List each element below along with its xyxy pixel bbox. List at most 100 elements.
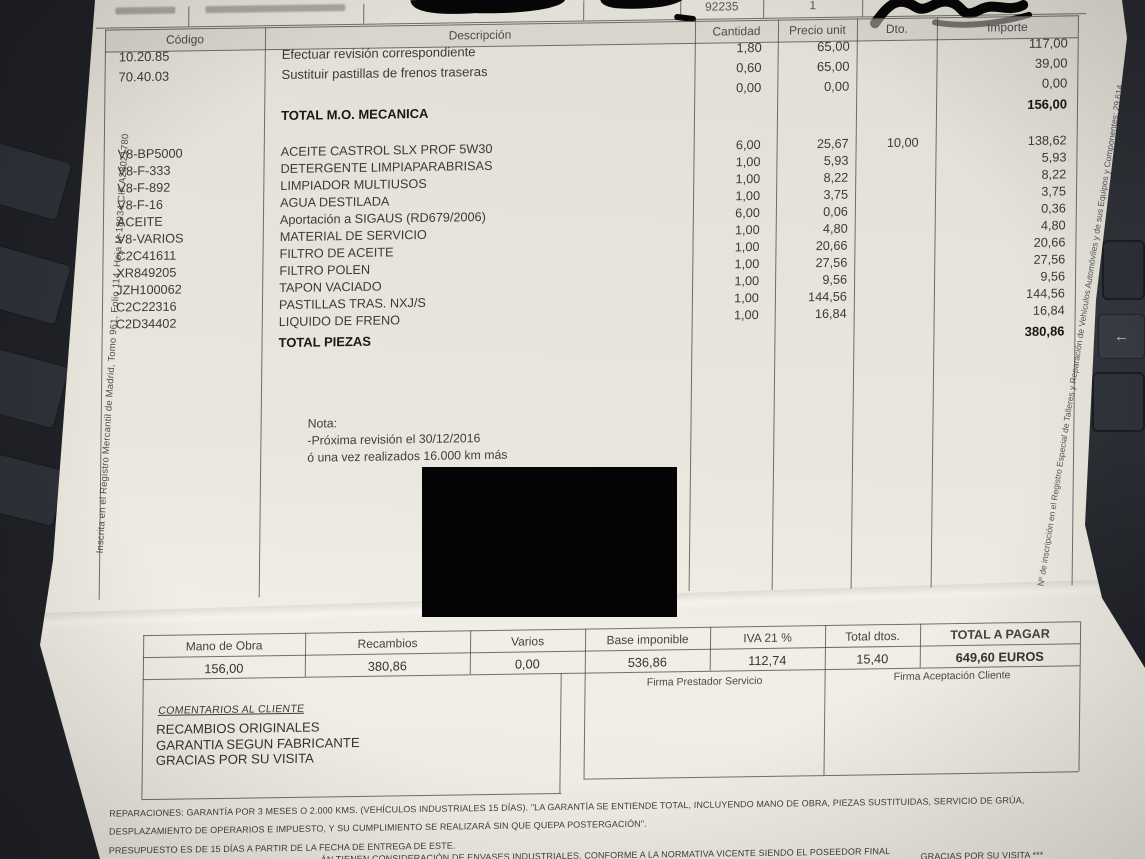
- summary-header-varios: Varios: [510, 634, 545, 649]
- fine-print-line: GRACIAS POR SU VISITA ***: [920, 849, 1044, 859]
- keyboard-key: [0, 139, 74, 223]
- summary-header-mano-de-obra: Mano de Obra: [185, 638, 263, 654]
- cell-importe: 138,62: [1027, 133, 1067, 148]
- col-header-cantidad: Cantidad: [712, 23, 761, 39]
- comments-title: COMENTARIOS AL CLIENTE: [157, 702, 306, 717]
- keyboard-key: [0, 241, 74, 327]
- cell-dto: [857, 75, 936, 96]
- col-header-dto: Dto.: [885, 21, 909, 37]
- cell-cantidad: 0,00: [735, 79, 762, 96]
- keyboard-key: [0, 343, 72, 431]
- summary-value-varios: 0,00: [514, 656, 540, 672]
- firma-cliente-label: Firma Aceptación Cliente: [893, 669, 1011, 684]
- cell-dto: [855, 253, 934, 271]
- note-block: Nota: -Próxima revisión el 30/12/2016 ó …: [307, 413, 508, 467]
- cell-dto: [855, 270, 934, 288]
- summary-table: Mano de Obra Recambios Varios Base impon…: [141, 621, 1082, 801]
- cell-precio: 3,75: [823, 187, 849, 203]
- cell-importe: 117,00: [1028, 35, 1068, 51]
- cell-precio: 144,56: [808, 289, 847, 305]
- cell-precio: 0,00: [823, 78, 850, 94]
- cell-cantidad: 1,00: [735, 188, 761, 204]
- cell-importe: 27,56: [1033, 252, 1066, 267]
- cell-precio: 16,84: [814, 306, 847, 322]
- summary-value-iva: 112,74: [748, 652, 787, 669]
- summary-header-recambios: Recambios: [357, 636, 418, 651]
- cell-precio: 0,06: [823, 204, 848, 220]
- cell-precio: 4,80: [822, 221, 848, 237]
- comment-line: GARANTIA SEGUN FABRICANTE: [155, 734, 360, 753]
- summary-value-recambios: 380,86: [367, 658, 407, 674]
- cell-cantidad: 1,00: [734, 256, 760, 272]
- cell-codigo: [104, 85, 264, 107]
- cell-precio: 9,56: [822, 272, 848, 288]
- summary-value-mano-de-obra: 156,00: [204, 660, 244, 677]
- cell-dto: [858, 35, 937, 56]
- cell-precio: 20,66: [815, 238, 848, 254]
- cell-precio: 25,67: [816, 136, 849, 152]
- summary-header-iva: IVA 21 %: [743, 630, 792, 646]
- parts-total-label: TOTAL PIEZAS: [278, 333, 372, 351]
- top-partial-row: 92235 1: [40, 0, 1145, 29]
- cell-cantidad: 0,60: [736, 59, 762, 76]
- comments-lines: RECAMBIOS ORIGINALES GARANTIA SEGUN FABR…: [156, 719, 360, 769]
- cell-dto: [855, 287, 934, 305]
- cell-precio: 27,56: [815, 255, 848, 271]
- cell-cantidad: 6,00: [735, 205, 760, 221]
- cell-cantidad: 1,80: [736, 39, 762, 56]
- cell-importe: 20,66: [1033, 235, 1066, 250]
- summary-value-total-dtos: 15,40: [856, 651, 889, 667]
- cell-dto: [856, 219, 935, 237]
- cell-cantidad: 1,00: [735, 154, 761, 170]
- cell-cantidad: 1,00: [734, 273, 760, 289]
- cutoff-text-smudge: [115, 6, 176, 15]
- cell-importe: 0,00: [1041, 75, 1068, 91]
- cell-importe: 9,56: [1040, 269, 1066, 284]
- keyboard-arrow-key: ←: [1098, 314, 1145, 359]
- cell-dto: [856, 202, 935, 220]
- cell-importe: 16,84: [1032, 303, 1065, 318]
- cell-precio: 65,00: [817, 38, 850, 55]
- labor-total-importe: 156,00: [1027, 96, 1068, 112]
- cell-precio: 65,00: [816, 58, 850, 75]
- cell-dto: [855, 304, 934, 322]
- redaction-box: [422, 467, 677, 617]
- fine-print-line: DESPLAZAMIENTO DE OPERARIOS E IMPUESTO, …: [108, 818, 647, 837]
- cell-dto: [856, 168, 935, 186]
- cell-importe: 3,75: [1041, 184, 1067, 199]
- cell-importe: 0,36: [1041, 201, 1066, 216]
- cell-dto: [857, 55, 936, 76]
- cell-cantidad: 6,00: [735, 137, 761, 153]
- arrow-left-icon: ←: [1114, 328, 1129, 345]
- cell-precio: 8,22: [823, 170, 849, 185]
- firma-prestador-label: Firma Prestador Servicio: [646, 674, 763, 689]
- cell-cantidad: 1,00: [734, 239, 760, 255]
- comment-line: GRACIAS POR SU VISITA: [155, 750, 314, 768]
- summary-header-total-a-pagar: TOTAL A PAGAR: [950, 626, 1050, 643]
- cell-codigo: 70.40.03: [118, 68, 170, 85]
- cutoff-text-smudge: [205, 4, 346, 14]
- summary-header-base-imponible: Base imponible: [606, 632, 689, 648]
- cell-importe: 144,56: [1025, 286, 1065, 302]
- col-header-precio-unit: Precio unit: [789, 22, 846, 38]
- keyboard-key: [1102, 240, 1145, 300]
- summary-header-total-dtos: Total dtos.: [845, 628, 900, 644]
- cell-codigo: 10.20.85: [118, 48, 170, 65]
- keyboard-key: [1092, 372, 1145, 432]
- cell-dto: 10,00: [886, 135, 919, 151]
- summary-value-base-imponible: 536,86: [627, 654, 667, 670]
- cell-dto: [855, 236, 934, 254]
- parts-total-importe: 380,86: [1024, 323, 1065, 340]
- cell-cantidad: 1,00: [735, 171, 761, 187]
- cell-codigo: C2D34402: [115, 316, 177, 332]
- cell-precio: 5,93: [823, 153, 849, 168]
- cell-dto: [856, 185, 935, 203]
- cell-cantidad: 1,00: [734, 290, 759, 306]
- cell-cantidad: 1,00: [734, 222, 760, 238]
- cell-importe: 39,00: [1034, 55, 1068, 71]
- cell-dto: [856, 151, 935, 169]
- summary-value-total-a-pagar: 649,60 EUROS: [955, 648, 1044, 666]
